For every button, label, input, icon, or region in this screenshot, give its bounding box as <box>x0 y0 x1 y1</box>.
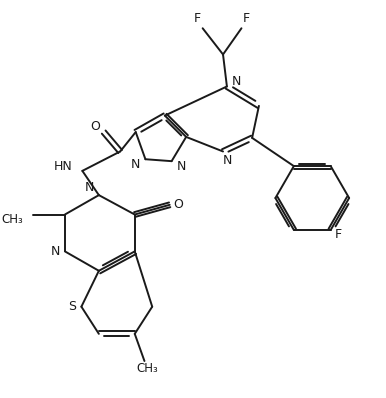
Text: CH₃: CH₃ <box>2 213 23 226</box>
Text: F: F <box>335 228 342 241</box>
Text: CH₃: CH₃ <box>137 362 158 375</box>
Text: HN: HN <box>54 160 73 174</box>
Text: N: N <box>131 158 141 171</box>
Text: O: O <box>173 198 183 211</box>
Text: N: N <box>85 181 94 194</box>
Text: O: O <box>90 120 100 133</box>
Text: N: N <box>223 154 232 167</box>
Text: S: S <box>68 300 76 313</box>
Text: F: F <box>243 12 250 25</box>
Text: N: N <box>177 160 186 172</box>
Text: N: N <box>232 75 241 88</box>
Text: F: F <box>194 12 201 25</box>
Text: N: N <box>51 245 60 258</box>
